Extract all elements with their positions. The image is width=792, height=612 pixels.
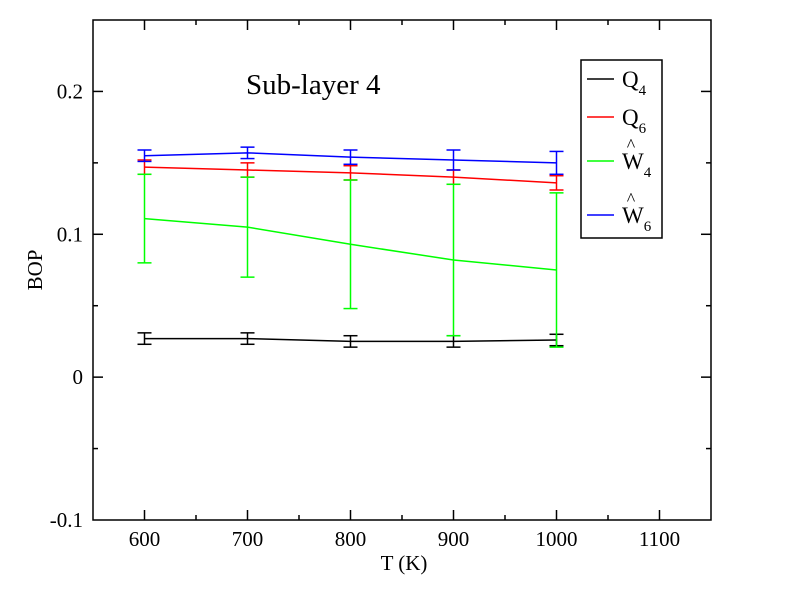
series-line-w4 [144,217,557,271]
x-tick-label: 700 [232,527,264,551]
series-w4 [137,173,564,348]
x-tick-label: 1100 [639,527,680,551]
y-axis-label: BOP [23,250,47,291]
x-axis-label: T (K) [381,551,428,575]
series-w6 [137,146,564,176]
series-line-q4 [144,337,557,343]
chart-marks [137,146,564,348]
legend-label-q6: Q6 [622,105,647,137]
axis-ticks: 600 700 800 900 1000 1100 -0.1 0 0.1 0.2 [50,20,711,551]
series-line-q6 [144,166,557,184]
x-tick-label: 1000 [536,527,578,551]
y-tick-label: 0.1 [57,222,83,246]
legend-label-w4: W4 [622,149,652,181]
series-line-w6 [144,152,557,164]
legend-hat-w4: ^ [627,135,636,155]
x-tick-label: 800 [335,527,367,551]
x-tick-label: 600 [129,527,161,551]
y-tick-label: -0.1 [50,508,83,532]
x-tick-label: 900 [438,527,470,551]
legend-label-w6: W6 [622,203,652,235]
legend-box [580,59,663,239]
series-q4 [137,332,564,348]
y-tick-label: 0 [73,365,84,389]
legend-hat-w6: ^ [627,189,636,209]
legend-label-q4: Q4 [622,67,647,99]
chart-annotation: Sub-layer 4 [246,69,381,101]
y-tick-label: 0.2 [57,79,83,103]
